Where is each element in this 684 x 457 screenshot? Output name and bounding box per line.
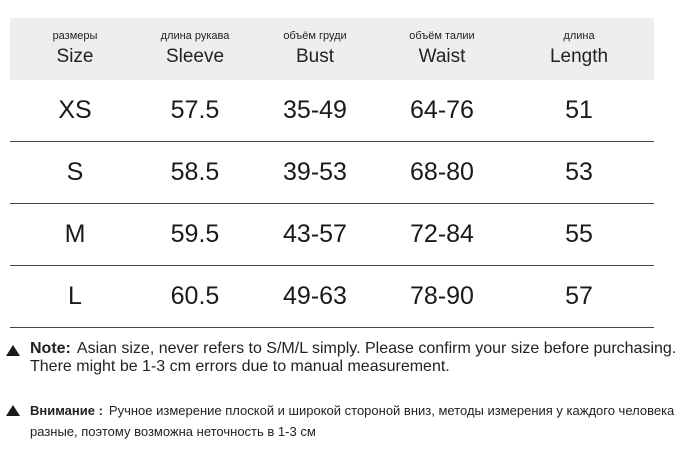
length-cell: 55 bbox=[565, 220, 593, 248]
bust-cell: 43-57 bbox=[283, 220, 347, 248]
triangle-up-icon bbox=[6, 345, 20, 356]
waist-cell: 72-84 bbox=[410, 220, 474, 248]
size-cell: XS bbox=[58, 96, 92, 124]
note-english: Note: Asian size, never refers to S/M/L s… bbox=[6, 340, 678, 376]
header-size-ru: размеры bbox=[52, 30, 98, 42]
notes: Note: Asian size, never refers to S/M/L s… bbox=[6, 340, 678, 442]
header-bust-ru: объём груди bbox=[283, 30, 347, 42]
table-header: размеры Size длина рукава Sleeve объём г… bbox=[10, 18, 654, 80]
header-waist-ru: объём талии bbox=[409, 30, 475, 42]
waist-cell: 64-76 bbox=[410, 96, 474, 124]
waist-cell: 78-90 bbox=[410, 282, 474, 310]
note-label: Note: bbox=[30, 340, 71, 357]
note-text: Asian size, never refers to S/M/L simply… bbox=[30, 340, 677, 375]
header-waist-en: Waist bbox=[418, 46, 466, 67]
header-length-ru: длина bbox=[563, 30, 595, 42]
header-bust-en: Bust bbox=[295, 46, 335, 67]
header-sleeve-en: Sleeve bbox=[165, 46, 225, 67]
sleeve-cell: 60.5 bbox=[170, 282, 220, 310]
length-cell: 57 bbox=[565, 282, 593, 310]
length-cell: 51 bbox=[565, 96, 593, 124]
size-table: размеры Size длина рукава Sleeve объём г… bbox=[10, 18, 654, 328]
bust-cell: 39-53 bbox=[283, 158, 347, 186]
header-length-en: Length bbox=[549, 46, 609, 67]
header-bust: объём груди Bust bbox=[250, 18, 380, 80]
header-length: длина Length bbox=[504, 18, 654, 80]
sleeve-cell: 59.5 bbox=[170, 220, 220, 248]
header-sleeve: длина рукава Sleeve bbox=[140, 18, 250, 80]
size-cell: S bbox=[66, 158, 84, 186]
table-row: M 59.5 43-57 72-84 55 bbox=[10, 204, 654, 266]
header-sleeve-ru: длина рукава bbox=[160, 30, 230, 42]
note-ru-text: Ручное измерение плоской и широкой сторо… bbox=[30, 403, 675, 439]
sleeve-cell: 58.5 bbox=[170, 158, 220, 186]
table-row: S 58.5 39-53 68-80 53 bbox=[10, 142, 654, 204]
size-cell: L bbox=[68, 282, 82, 310]
note-ru-label: Внимание : bbox=[30, 403, 103, 418]
triangle-up-icon bbox=[6, 405, 20, 416]
table-row: XS 57.5 35-49 64-76 51 bbox=[10, 80, 654, 142]
header-size-en: Size bbox=[56, 46, 94, 67]
sleeve-cell: 57.5 bbox=[170, 96, 220, 124]
size-cell: M bbox=[64, 220, 86, 248]
length-cell: 53 bbox=[565, 158, 593, 186]
header-size: размеры Size bbox=[10, 18, 140, 80]
bust-cell: 35-49 bbox=[283, 96, 347, 124]
note-russian: Внимание : Ручное измерение плоской и шир… bbox=[6, 400, 678, 442]
bust-cell: 49-63 bbox=[283, 282, 347, 310]
header-waist: объём талии Waist bbox=[380, 18, 504, 80]
table-row: L 60.5 49-63 78-90 57 bbox=[10, 266, 654, 328]
waist-cell: 68-80 bbox=[410, 158, 474, 186]
